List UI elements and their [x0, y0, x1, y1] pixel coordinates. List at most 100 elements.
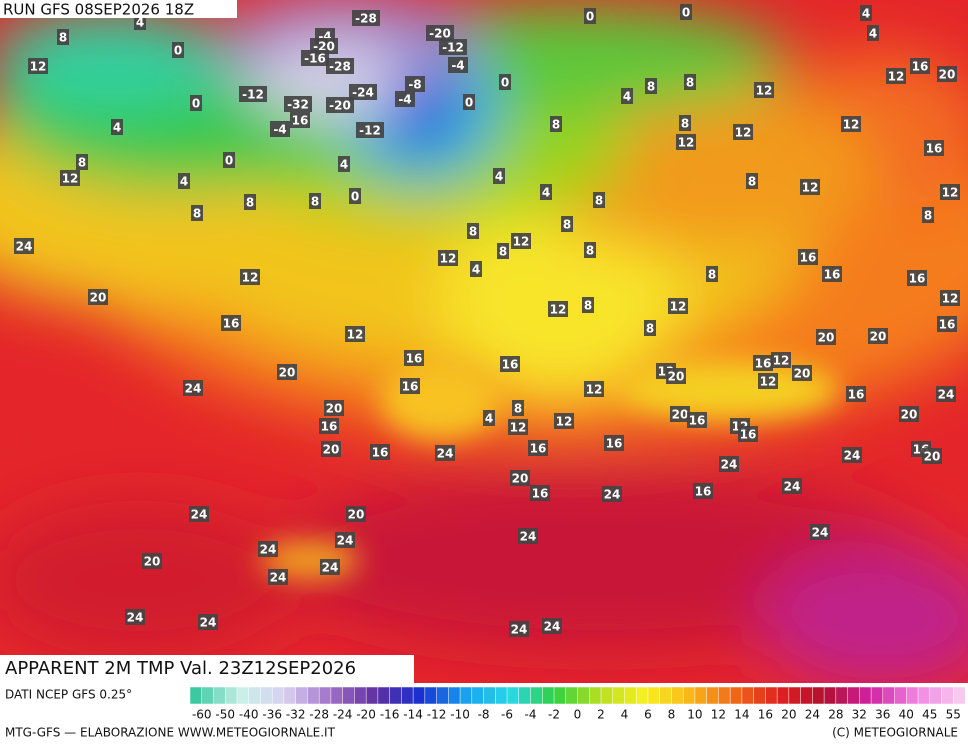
colorbar-cell	[201, 686, 215, 705]
colorbar-cell	[565, 686, 579, 705]
temperature-label: 12	[513, 235, 530, 249]
label-box	[706, 266, 718, 282]
temperature-label: 16	[740, 428, 757, 442]
label-box	[439, 39, 467, 55]
run-label: RUN GFS 08SEP2026 18Z	[3, 1, 194, 19]
temperature-label: 16	[800, 251, 817, 265]
temperature-label: -4	[451, 59, 464, 73]
colorbar-cell	[741, 686, 755, 705]
temperature-label: 12	[942, 292, 959, 306]
colorbar-cell	[365, 686, 379, 705]
temperature-label: 24	[260, 543, 277, 557]
credit: MTG-GFS — ELABORAZIONE WWW.METEOGIORNALE…	[5, 726, 336, 740]
temperature-label: 8	[708, 268, 716, 282]
temperature-label: 16	[824, 268, 841, 282]
label-box	[937, 316, 957, 332]
colorbar-tick-label: 14	[734, 708, 749, 722]
temperature-label: 12	[942, 186, 959, 200]
colorbar-cell	[823, 686, 837, 705]
colorbar-tick-label: 40	[899, 708, 914, 722]
temperature-label: 0	[351, 190, 359, 204]
colorbar-cell	[459, 686, 473, 705]
temperature-label: 8	[924, 209, 932, 223]
label-box	[142, 553, 162, 569]
label-box	[860, 5, 872, 21]
colorbar-tick-label: 8	[668, 708, 676, 722]
temperature-label: -16	[304, 52, 326, 66]
temperature-label: 16	[402, 380, 419, 394]
temperature-label: 20	[794, 367, 811, 381]
colorbar-cell	[448, 686, 461, 705]
temperature-label: 8	[193, 207, 201, 221]
colorbar-cell	[330, 686, 344, 705]
label-box	[508, 419, 528, 435]
label-box	[178, 173, 190, 189]
label-box	[554, 413, 574, 429]
temperature-label: 20	[90, 291, 107, 305]
colorbar-cell	[553, 686, 567, 705]
temperature-label: 0	[586, 10, 594, 24]
colorbar-cell	[236, 686, 250, 705]
temperature-label: 24	[200, 616, 217, 630]
label-box	[738, 426, 758, 442]
colorbar-tick-label: 32	[852, 708, 867, 722]
label-box	[172, 42, 184, 58]
label-box	[309, 193, 321, 209]
temperature-label: 8	[584, 299, 592, 313]
label-box	[270, 121, 290, 137]
label-box	[746, 173, 758, 189]
colorbar-tick-label: 12	[711, 708, 726, 722]
temperature-label: 12	[843, 118, 860, 132]
temperature-label: 4	[542, 186, 550, 200]
temperature-label: 24	[520, 530, 537, 544]
temperature-label: 8	[646, 322, 654, 336]
label-box	[500, 356, 520, 372]
temperature-label: 4	[495, 170, 503, 184]
colorbar-cell	[483, 686, 496, 705]
temperature-label: 8	[514, 402, 522, 416]
temperature-label: 12	[756, 84, 773, 98]
colorbar-tick-label: 24	[805, 708, 820, 722]
colorbar-tick-label: 10	[687, 708, 702, 722]
label-box	[604, 435, 624, 451]
temperature-label: 4	[869, 27, 877, 41]
temperature-label: 16	[909, 272, 926, 286]
colorbar-cell	[542, 686, 555, 705]
colorbar-tick-label: -36	[262, 708, 282, 722]
label-box	[800, 179, 820, 195]
colorbar-cell	[318, 686, 332, 705]
colorbar-tick-label: -8	[478, 708, 490, 722]
temperature-label: -12	[442, 41, 464, 55]
temperature-label: 24	[337, 534, 354, 548]
colorbar-cell	[213, 686, 226, 705]
temperature-label: 12	[735, 126, 752, 140]
label-box	[937, 66, 957, 82]
label-box	[60, 170, 80, 186]
label-box	[798, 249, 818, 265]
temperature-label: 0	[174, 44, 182, 58]
label-box	[693, 483, 713, 499]
temperature-label: 20	[326, 402, 343, 416]
colorbar-tick-label: 36	[875, 708, 890, 722]
colorbar-cell	[694, 686, 708, 705]
label-box	[621, 88, 633, 104]
label-box	[28, 58, 48, 74]
temperature-label: 12	[760, 375, 777, 389]
temperature-label: 24	[784, 480, 801, 494]
colorbar-tick-label: 2	[597, 708, 605, 722]
label-box	[509, 621, 529, 637]
label-box	[582, 297, 594, 313]
temperature-label: -8	[408, 78, 421, 92]
temperature-label: 16	[695, 485, 712, 499]
temperature-label: -4	[398, 93, 411, 107]
colorbar-tick-label: 20	[781, 708, 796, 722]
temperature-label: 16	[755, 357, 772, 371]
label-box	[198, 614, 218, 630]
label-box	[404, 350, 424, 366]
label-box	[910, 58, 930, 74]
label-box	[644, 320, 656, 336]
temperature-label: 16	[372, 446, 389, 460]
